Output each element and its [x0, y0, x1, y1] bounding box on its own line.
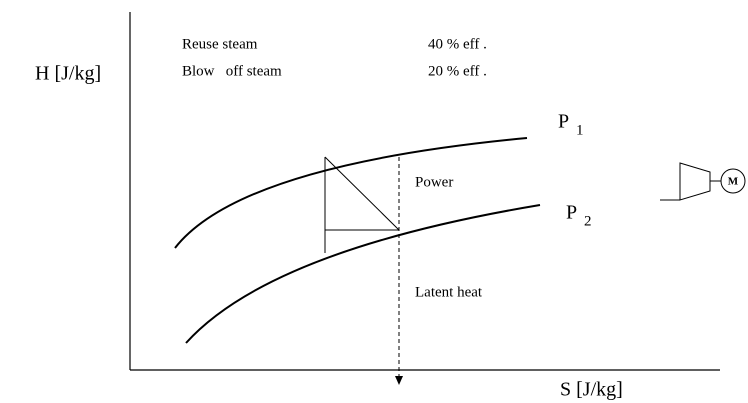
curve-subscript: 2: [584, 213, 592, 229]
y-axis-label: H [J/kg]: [35, 63, 101, 85]
turbine: [679, 162, 711, 201]
legend-label: Blow off steam: [182, 63, 282, 79]
curve-p1: [174, 137, 528, 249]
legend-value: 20 % eff .: [428, 63, 487, 79]
annotation: Latent heat: [415, 284, 483, 300]
x-axis-label: S [J/kg]: [560, 379, 623, 401]
legend-value: 40 % eff .: [428, 36, 487, 52]
motor-label: M: [728, 176, 739, 188]
curve-label: P: [566, 202, 577, 224]
curve-label: P: [558, 111, 569, 133]
curve-subscript: 1: [576, 122, 584, 138]
arrow-head: [395, 376, 403, 385]
annotation: Power: [415, 174, 453, 190]
motor: [720, 168, 746, 194]
diagonal-line: [324, 156, 400, 231]
legend-label: Reuse steam: [182, 36, 258, 52]
curve-p2: [185, 204, 541, 344]
